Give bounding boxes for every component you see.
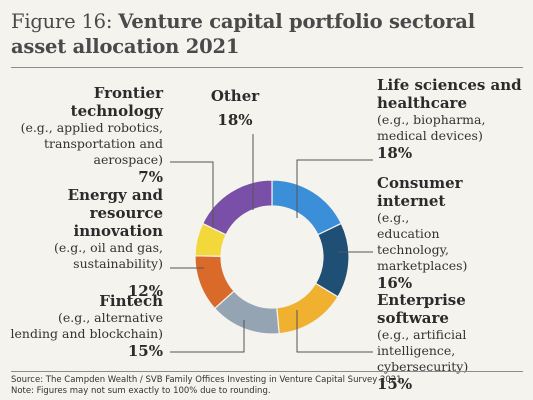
label-frontier: Frontier technology (e.g., applied robot… xyxy=(8,84,163,187)
label-enterprise: Enterprise software (e.g., artificial in… xyxy=(377,291,527,394)
label-energy-name: Energy and resource innovation xyxy=(67,186,163,240)
label-energy-pct: 12% xyxy=(127,282,163,300)
leader-enterprise xyxy=(296,310,373,353)
label-fintech-desc: (e.g., alternative lending and blockchai… xyxy=(10,310,163,341)
label-fintech-name: Fintech xyxy=(99,292,163,310)
source-line: Source: The Campden Wealth / SVB Family … xyxy=(11,375,405,385)
slice-other xyxy=(201,179,273,236)
slice-enterprise xyxy=(276,282,339,335)
note-line: Note: Figures may not sum exactly to 100… xyxy=(11,386,271,396)
leader-life xyxy=(296,159,373,218)
label-energy: Energy and resource innovation (e.g., oi… xyxy=(8,186,163,301)
slice-life xyxy=(271,179,343,236)
label-frontier-desc: (e.g., applied robotics, transportation … xyxy=(20,120,163,167)
label-life-name: Life sciences and healthcare xyxy=(377,76,522,112)
chart-title: Figure 16: Venture capital portfolio sec… xyxy=(11,9,526,59)
label-consumer-desc: (e.g., education technology, marketplace… xyxy=(377,210,468,273)
figure-number: Figure 16: xyxy=(11,10,113,33)
label-consumer: Consumer internet (e.g., education techn… xyxy=(377,174,527,293)
label-consumer-pct: 16% xyxy=(377,274,413,292)
label-consumer-name: Consumer internet xyxy=(377,174,463,210)
leader-fintech xyxy=(170,320,245,353)
label-frontier-pct: 7% xyxy=(138,168,163,186)
leader-lines xyxy=(170,134,373,353)
source-note: Source: The Campden Wealth / SVB Family … xyxy=(11,375,404,397)
label-other-pct: 18% xyxy=(217,111,253,129)
label-life: Life sciences and healthcare (e.g., biop… xyxy=(377,76,527,163)
label-other-name: Other xyxy=(210,87,260,105)
label-frontier-name: Frontier technology xyxy=(70,84,163,120)
label-enterprise-name: Enterprise software xyxy=(377,291,466,327)
bottom-divider xyxy=(11,371,523,372)
label-energy-desc: (e.g., oil and gas, sustainability) xyxy=(54,240,163,271)
label-other: Other 18% xyxy=(205,87,265,130)
top-divider xyxy=(11,67,523,68)
label-enterprise-pct: 15% xyxy=(377,375,413,393)
title-text: Venture capital portfolio sectoral asset… xyxy=(11,10,475,58)
label-fintech-pct: 15% xyxy=(127,342,163,360)
label-life-desc: (e.g., biopharma, medical devices) xyxy=(377,112,486,143)
label-fintech: Fintech (e.g., alternative lending and b… xyxy=(8,292,163,361)
label-life-pct: 18% xyxy=(377,144,413,162)
donut-slices xyxy=(194,179,350,335)
label-enterprise-desc: (e.g., artificial intelligence, cybersec… xyxy=(377,327,469,374)
leader-frontier xyxy=(170,161,214,228)
